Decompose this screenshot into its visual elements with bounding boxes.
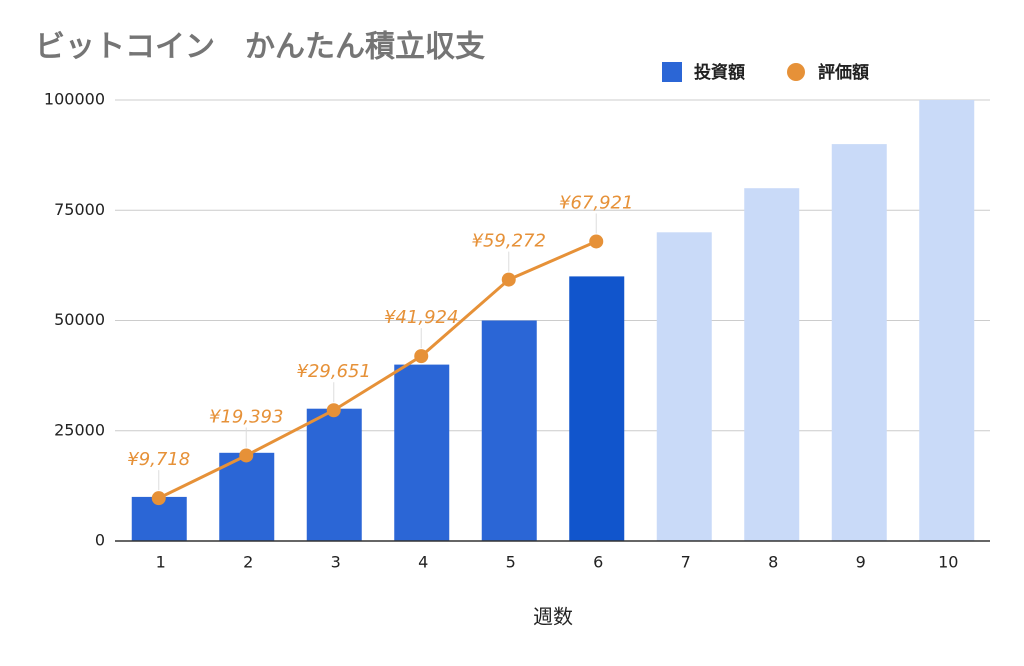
- data-label: ¥9,718: [127, 449, 190, 470]
- x-tick-label: 2: [243, 553, 253, 572]
- data-label: ¥67,921: [559, 192, 633, 213]
- data-label: ¥41,924: [384, 307, 458, 328]
- point: [151, 491, 166, 506]
- y-tick-label: 0: [95, 531, 105, 550]
- y-tick-label: 75000: [54, 200, 105, 219]
- x-tick-label: 5: [506, 553, 516, 572]
- bar: [219, 452, 275, 541]
- bar: [744, 188, 800, 541]
- x-tick-label: 9: [856, 553, 866, 572]
- data-label: ¥59,272: [472, 231, 546, 252]
- bar: [831, 144, 887, 541]
- bar: [394, 364, 450, 541]
- data-label: ¥29,651: [297, 361, 371, 382]
- point: [589, 234, 604, 249]
- point: [326, 403, 341, 418]
- point: [239, 448, 254, 463]
- line: [158, 240, 597, 500]
- legend-label: 投資額: [694, 62, 745, 83]
- x-tick-label: 8: [768, 553, 778, 572]
- y-tick-label: 100000: [44, 90, 105, 109]
- x-tick-label: 6: [593, 553, 603, 572]
- bar: [569, 276, 625, 541]
- x-tick-label: 4: [418, 553, 428, 572]
- point: [501, 272, 516, 287]
- x-tick-label: 7: [681, 553, 691, 572]
- bar: [481, 320, 537, 541]
- bar: [656, 232, 712, 542]
- x-tick-label: 10: [938, 553, 958, 572]
- y-tick-label: 25000: [54, 420, 105, 439]
- point: [414, 349, 429, 364]
- legend-swatch: [662, 62, 682, 82]
- bar: [306, 408, 362, 541]
- bar: [919, 100, 975, 541]
- y-tick-label: 50000: [54, 310, 105, 329]
- chart-title: ビットコイン かんたん積立収支: [35, 30, 485, 65]
- x-tick-label: 1: [156, 553, 166, 572]
- legend-label: 評価額: [818, 62, 869, 83]
- data-label: ¥19,393: [209, 406, 283, 427]
- x-axis-label: 週数: [533, 605, 573, 629]
- x-tick-label: 3: [331, 553, 341, 572]
- legend-swatch: [787, 63, 805, 81]
